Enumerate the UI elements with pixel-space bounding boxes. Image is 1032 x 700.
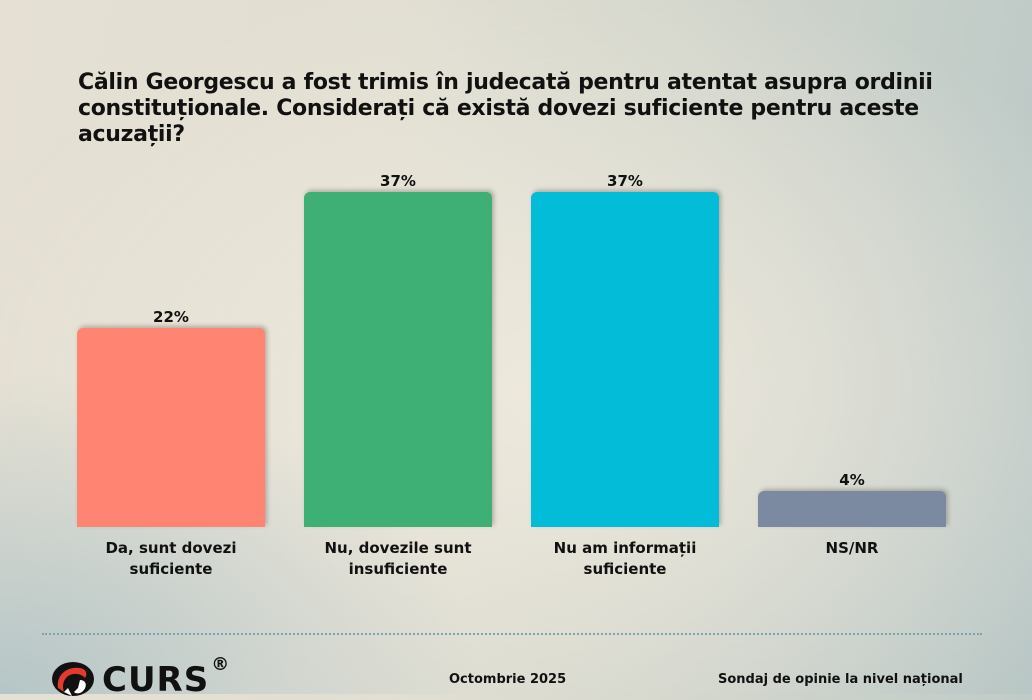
category-line-2: suficiente [129,560,213,578]
value-label-nu-insuficiente: 37% [380,172,416,190]
category-line-1: Nu am informații [553,539,697,557]
curs-swirl-icon [52,662,94,696]
chart-title: Călin Georgescu a fost trimis în judecat… [78,70,933,147]
category-line-1: Da, sunt dovezi [105,539,237,557]
category-line-1: NS/NR [825,539,879,557]
survey-date: Octombrie 2025 [449,672,567,687]
registered-mark: ® [211,654,230,675]
category-label-nu-insuficiente: Nu, dovezile sunt insuficiente [304,538,492,580]
bar-ns-nr [758,491,946,527]
category-line-1: Nu, dovezile sunt [324,539,472,557]
category-line-2: insuficiente [348,560,448,578]
bar-da [77,328,265,527]
category-label-da: Da, sunt dovezi suficiente [77,538,265,580]
survey-description: Sondaj de opinie la nivel național [718,672,963,687]
curs-logo: CURS ® [50,654,229,700]
value-label-ns-nr: 4% [839,471,865,489]
bar-nu-insuficiente [304,192,492,527]
bar-nu-informatii [531,192,719,527]
category-label-nu-informatii: Nu am informații suficiente [531,538,719,580]
category-line-2: suficiente [583,560,667,578]
category-label-ns-nr: NS/NR [758,538,946,559]
value-label-da: 22% [153,308,189,326]
value-label-nu-informatii: 37% [607,172,643,190]
logo-text: CURS [102,660,210,700]
footer-divider [42,633,982,635]
